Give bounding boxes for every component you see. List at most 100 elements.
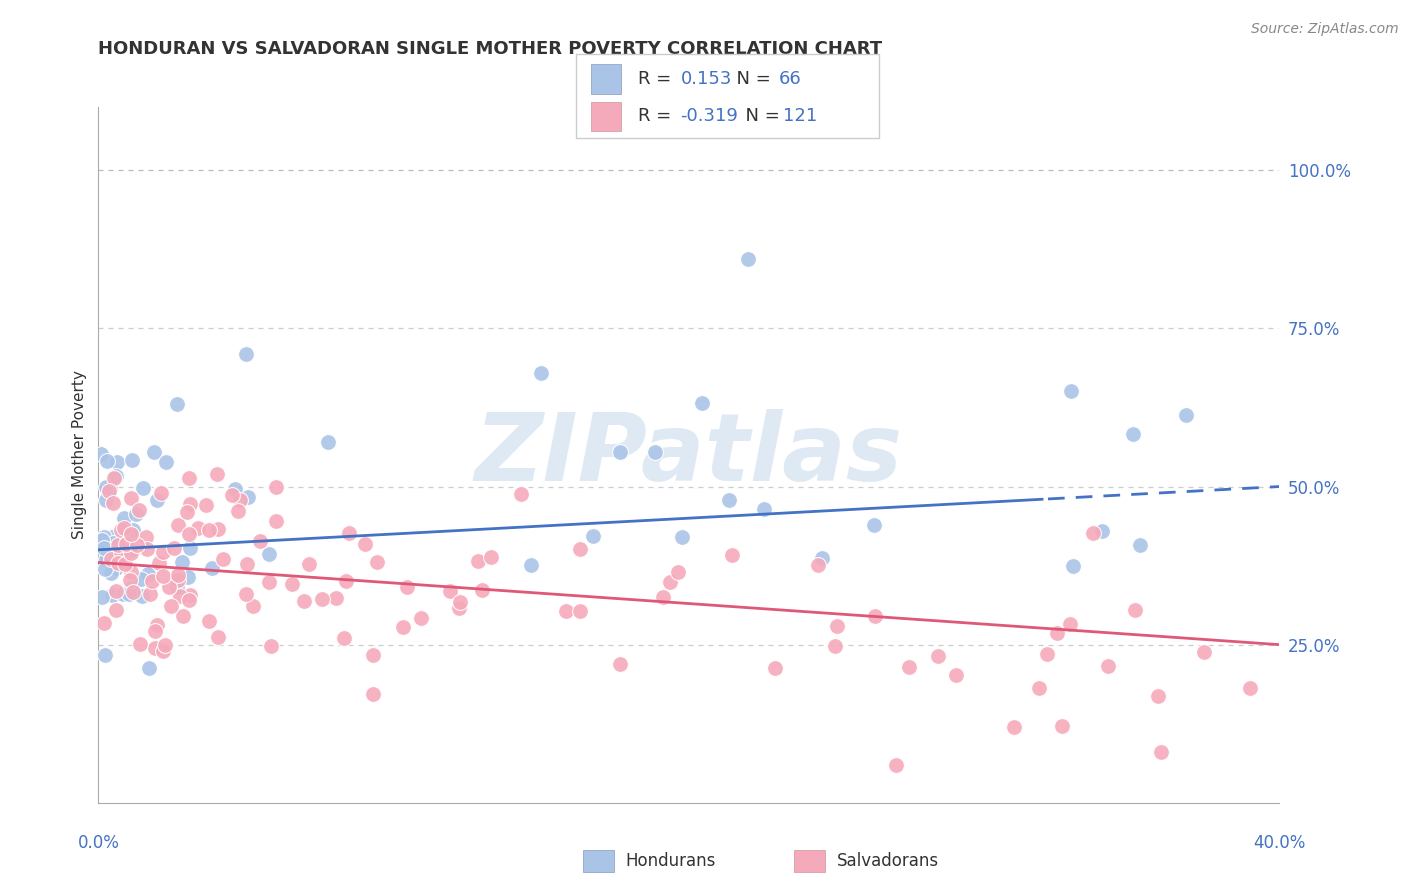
Point <box>1097 659 1119 673</box>
Point <box>103 546 125 560</box>
Point <box>96 454 118 468</box>
Text: -0.319: -0.319 <box>681 107 738 126</box>
Point <box>824 639 846 653</box>
Point <box>530 366 553 380</box>
Point <box>1175 409 1198 423</box>
Point <box>467 554 489 568</box>
Point <box>863 609 886 624</box>
Point <box>152 644 174 658</box>
Point <box>167 518 190 533</box>
Point <box>118 573 141 587</box>
Point <box>143 640 166 655</box>
Point <box>136 542 159 557</box>
Point <box>152 568 174 582</box>
Point <box>226 504 249 518</box>
Point <box>105 455 128 469</box>
Y-axis label: Single Mother Poverty: Single Mother Poverty <box>72 370 87 540</box>
Point <box>129 637 152 651</box>
Point <box>945 667 967 681</box>
Point <box>754 502 776 516</box>
Point <box>122 523 145 537</box>
Point <box>136 566 159 581</box>
Point <box>91 533 114 548</box>
Point <box>129 573 152 587</box>
Point <box>93 562 115 576</box>
Text: R =: R = <box>638 70 678 88</box>
Point <box>807 558 830 573</box>
Point <box>120 565 142 579</box>
Point <box>1192 645 1215 659</box>
Text: 121: 121 <box>783 107 817 126</box>
Point <box>354 537 377 551</box>
Point <box>1028 681 1050 695</box>
Point <box>149 486 172 500</box>
Point <box>163 541 186 555</box>
Point <box>659 574 682 589</box>
Point <box>138 587 160 601</box>
Point <box>763 661 786 675</box>
Point <box>337 525 360 540</box>
Point <box>1046 626 1069 640</box>
Point <box>152 545 174 559</box>
Point <box>93 530 115 544</box>
Point <box>96 550 118 565</box>
Point <box>1002 720 1025 734</box>
Point <box>91 590 114 604</box>
Point <box>145 624 167 638</box>
Point <box>1091 524 1114 538</box>
Point <box>120 546 142 560</box>
Point <box>568 542 591 557</box>
Point <box>111 587 134 601</box>
Point <box>94 480 117 494</box>
Point <box>811 551 834 566</box>
Text: 66: 66 <box>779 70 801 88</box>
Point <box>98 481 121 495</box>
Point <box>509 487 531 501</box>
Point <box>221 488 243 502</box>
Point <box>1081 525 1104 540</box>
Point <box>264 514 287 528</box>
Point <box>235 347 257 361</box>
Point <box>112 521 135 535</box>
Point <box>395 580 418 594</box>
Point <box>101 588 124 602</box>
Point <box>121 585 143 599</box>
Point <box>179 589 201 603</box>
Point <box>118 543 141 558</box>
Point <box>609 445 631 459</box>
Point <box>555 604 578 618</box>
Point <box>1150 745 1173 759</box>
Point <box>115 536 138 550</box>
Point <box>316 434 339 449</box>
Point <box>242 599 264 614</box>
Text: 0.153: 0.153 <box>681 70 733 88</box>
Point <box>470 582 492 597</box>
Point <box>207 522 229 536</box>
Point <box>257 575 280 590</box>
Point <box>1059 616 1081 631</box>
Point <box>138 661 160 675</box>
Point <box>235 587 257 601</box>
Point <box>159 580 181 594</box>
Point <box>96 492 118 507</box>
Point <box>229 493 252 508</box>
Point <box>198 615 221 629</box>
Point <box>107 556 129 570</box>
Point <box>366 555 388 569</box>
Point <box>104 603 127 617</box>
Point <box>863 517 886 532</box>
Point <box>224 482 246 496</box>
Point <box>717 492 740 507</box>
Point <box>361 687 384 701</box>
Point <box>311 591 333 606</box>
Point <box>114 557 136 571</box>
Point <box>104 561 127 575</box>
Text: 0.0%: 0.0% <box>77 834 120 852</box>
Text: N =: N = <box>734 107 786 126</box>
Point <box>110 545 132 559</box>
Point <box>118 587 141 601</box>
Point <box>146 492 169 507</box>
Point <box>155 455 177 469</box>
Point <box>281 576 304 591</box>
Point <box>104 584 127 599</box>
